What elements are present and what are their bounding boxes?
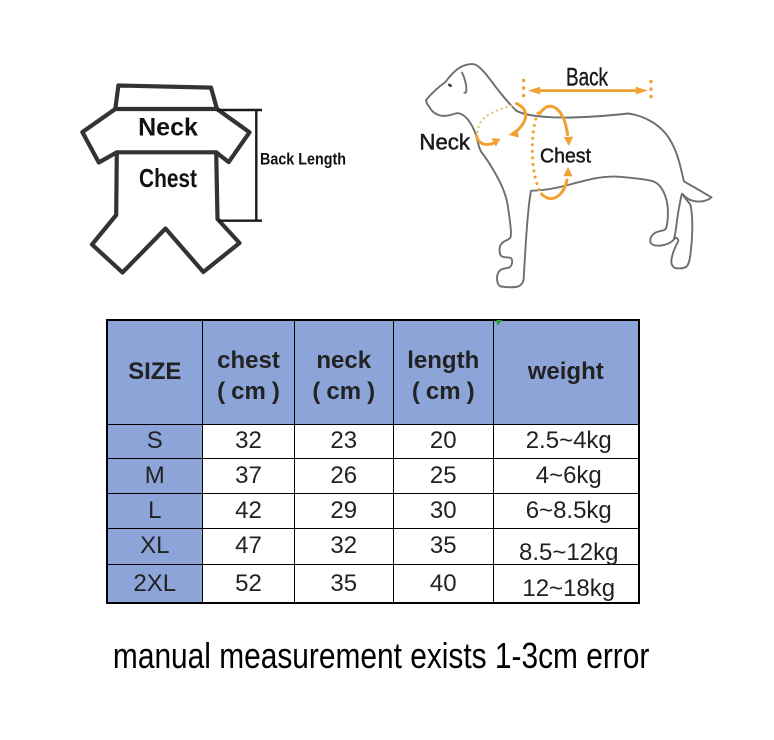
svg-text:Neck: Neck [138,114,198,142]
svg-text:Back: Back [566,64,608,92]
svg-text:Back Length: Back Length [260,151,346,169]
svg-text:Chest: Chest [540,145,591,168]
svg-text:Chest: Chest [139,163,197,193]
svg-text:Neck: Neck [419,130,471,155]
